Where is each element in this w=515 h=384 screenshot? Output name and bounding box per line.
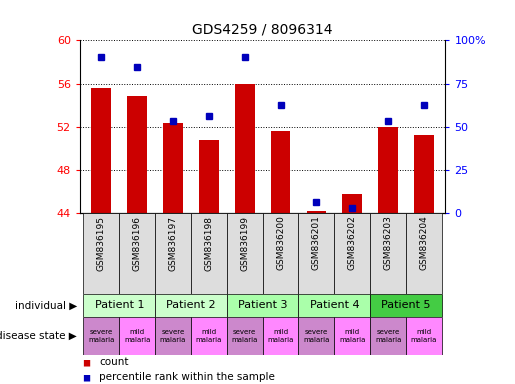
Bar xyxy=(227,294,299,317)
Text: GSM836201: GSM836201 xyxy=(312,215,321,270)
Bar xyxy=(127,96,147,213)
Bar xyxy=(271,131,290,213)
Text: ◼: ◼ xyxy=(82,372,91,382)
Text: GSM836203: GSM836203 xyxy=(384,215,392,270)
Bar xyxy=(334,213,370,294)
Bar xyxy=(406,317,442,355)
Text: GSM836199: GSM836199 xyxy=(240,215,249,271)
Bar xyxy=(83,294,155,317)
Text: mild
malaria: mild malaria xyxy=(339,329,366,343)
Bar xyxy=(155,317,191,355)
Text: mild
malaria: mild malaria xyxy=(411,329,437,343)
Bar xyxy=(227,213,263,294)
Text: GSM836200: GSM836200 xyxy=(276,215,285,270)
Bar xyxy=(263,317,299,355)
Bar xyxy=(299,213,334,294)
Bar xyxy=(83,317,119,355)
Bar xyxy=(370,317,406,355)
Text: percentile rank within the sample: percentile rank within the sample xyxy=(99,372,276,382)
Text: GSM836195: GSM836195 xyxy=(97,215,106,271)
Bar xyxy=(263,213,299,294)
Text: Patient 1: Patient 1 xyxy=(95,300,144,310)
Text: Patient 4: Patient 4 xyxy=(310,300,359,310)
Bar xyxy=(83,213,119,294)
Bar xyxy=(299,294,370,317)
Text: ◼: ◼ xyxy=(82,357,91,367)
Text: severe
malaria: severe malaria xyxy=(232,329,258,343)
Bar xyxy=(227,317,263,355)
Bar xyxy=(119,317,155,355)
Text: GSM836197: GSM836197 xyxy=(168,215,178,271)
Bar xyxy=(306,211,327,213)
Text: GDS4259 / 8096314: GDS4259 / 8096314 xyxy=(193,23,333,36)
Bar xyxy=(199,140,219,213)
Bar xyxy=(299,317,334,355)
Text: severe
malaria: severe malaria xyxy=(375,329,401,343)
Text: severe
malaria: severe malaria xyxy=(88,329,114,343)
Text: Patient 5: Patient 5 xyxy=(381,300,431,310)
Bar xyxy=(155,213,191,294)
Bar xyxy=(378,127,398,213)
Text: severe
malaria: severe malaria xyxy=(160,329,186,343)
Bar xyxy=(119,213,155,294)
Bar xyxy=(191,317,227,355)
Bar xyxy=(235,84,254,213)
Text: Patient 2: Patient 2 xyxy=(166,300,216,310)
Text: GSM836204: GSM836204 xyxy=(419,215,428,270)
Text: mild
malaria: mild malaria xyxy=(267,329,294,343)
Bar xyxy=(370,294,442,317)
Bar xyxy=(155,294,227,317)
Bar xyxy=(334,317,370,355)
Bar xyxy=(406,213,442,294)
Text: severe
malaria: severe malaria xyxy=(303,329,330,343)
Bar xyxy=(163,124,183,213)
Text: GSM836198: GSM836198 xyxy=(204,215,213,271)
Text: GSM836196: GSM836196 xyxy=(133,215,142,271)
Text: Patient 3: Patient 3 xyxy=(238,300,287,310)
Text: mild
malaria: mild malaria xyxy=(124,329,150,343)
Text: mild
malaria: mild malaria xyxy=(196,329,222,343)
Text: individual ▶: individual ▶ xyxy=(15,300,77,310)
Bar xyxy=(414,135,434,213)
Text: disease state ▶: disease state ▶ xyxy=(0,331,77,341)
Text: count: count xyxy=(99,357,129,367)
Bar xyxy=(191,213,227,294)
Text: GSM836202: GSM836202 xyxy=(348,215,357,270)
Bar xyxy=(92,88,111,213)
Bar xyxy=(370,213,406,294)
Bar xyxy=(342,194,362,213)
